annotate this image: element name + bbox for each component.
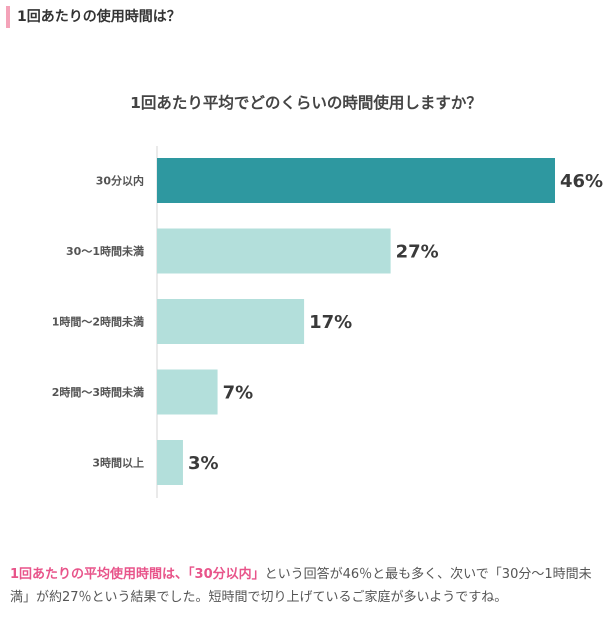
bar-4 xyxy=(157,369,218,415)
category-label-4: 2時間～3時間未満 xyxy=(52,385,144,399)
bars-group: 30分以内 46% 30～1時間未満 27% 1時間～2時間未満 17% 2時間～3時間未満… xyxy=(52,158,603,485)
section-heading: 1回あたりの使用時間は？ xyxy=(6,6,181,28)
bar-3 xyxy=(157,299,305,344)
summary-highlight: 1回あたりの平均使用時間は、「30分以内」 xyxy=(10,567,265,582)
bar-2 xyxy=(157,228,391,274)
bar-chart: 1回あたり平均でどのくらいの時間使用しますか？ 30分以内 46% 30～1時間未満… xyxy=(52,93,603,498)
value-label-2: 27% xyxy=(396,242,439,263)
bar-1 xyxy=(157,158,555,203)
category-label-3: 1時間～2時間未満 xyxy=(52,315,144,329)
category-label-5: 3時間以上 xyxy=(92,456,144,470)
value-label-3: 17% xyxy=(309,312,352,333)
category-label-1: 30分以内 xyxy=(96,174,144,188)
chart-title: 1回あたり平均でどのくらいの時間使用しますか？ xyxy=(130,93,482,112)
value-label-1: 46% xyxy=(560,171,603,192)
value-label-4: 7% xyxy=(223,383,254,404)
bar-5 xyxy=(157,440,183,485)
summary-paragraph: 1回あたりの平均使用時間は、「30分以内」という回答が46％と最も多く、次いで「… xyxy=(10,563,604,609)
summary-text: という回答が46％と最も多く、次いで「30分～1時間未満」が約27％という結果で… xyxy=(10,567,592,605)
category-label-2: 30～1時間未満 xyxy=(66,244,144,258)
value-label-5: 3% xyxy=(188,453,219,474)
